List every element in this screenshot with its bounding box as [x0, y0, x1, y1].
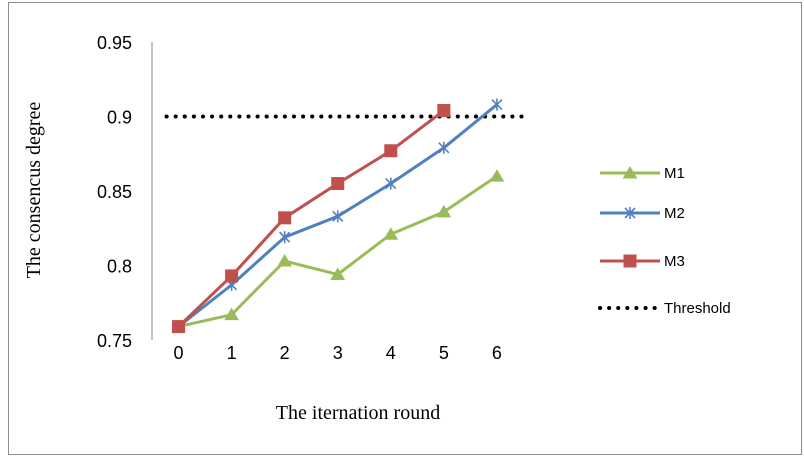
data-point-m3 [278, 211, 292, 225]
legend-marker-m2 [624, 207, 636, 219]
series-line-m3 [177, 109, 445, 328]
legend-marker-m3 [623, 254, 637, 268]
x-tick-label: 3 [333, 343, 343, 363]
legend-label-m3: M3 [664, 253, 685, 270]
legend-marker-m1 [622, 166, 638, 179]
y-tick-label: 0.95 [97, 33, 132, 53]
x-tick-label: 1 [227, 343, 237, 363]
x-tick-label: 4 [386, 343, 396, 363]
x-axis-title: The iternation round [276, 402, 440, 424]
y-tick-label: 0.8 [107, 257, 132, 277]
data-point-m1 [277, 254, 293, 267]
data-point-m2 [279, 231, 291, 244]
data-point-m3 [225, 269, 239, 283]
data-point-m1 [489, 169, 505, 182]
legend-label-m2: M2 [664, 205, 685, 222]
data-point-m3 [437, 104, 451, 118]
data-point-m2 [438, 141, 450, 154]
data-point-m3 [384, 144, 398, 158]
y-tick-label: 0.75 [97, 331, 132, 351]
legend: M1 M2 M3 Threshold [598, 165, 731, 317]
data-point-m2 [332, 210, 344, 223]
data-point-m2 [385, 177, 397, 190]
x-axis: 0 1 2 3 4 5 6 [174, 343, 502, 363]
data-point-m1 [436, 204, 452, 218]
legend-label-m1: M1 [664, 165, 685, 182]
x-tick-label: 0 [174, 343, 184, 363]
series-line-m1 [178, 174, 498, 329]
x-tick-label: 6 [492, 343, 502, 363]
data-point-m2 [491, 98, 503, 111]
data-point-m1 [383, 227, 399, 240]
data-point-m1 [224, 307, 239, 321]
plot-area [164, 98, 526, 334]
y-axis: 0.75 0.8 0.85 0.9 0.95 [97, 33, 153, 351]
y-axis-title: The consencus degree [23, 102, 45, 279]
data-point-m3 [172, 320, 186, 334]
y-tick-label: 0.85 [97, 182, 132, 202]
data-point-m1 [330, 267, 346, 280]
x-tick-label: 5 [439, 343, 449, 363]
y-tick-label: 0.9 [107, 108, 132, 128]
data-point-m3 [331, 177, 345, 191]
x-tick-label: 2 [280, 343, 290, 363]
legend-label-threshold: Threshold [664, 300, 731, 317]
